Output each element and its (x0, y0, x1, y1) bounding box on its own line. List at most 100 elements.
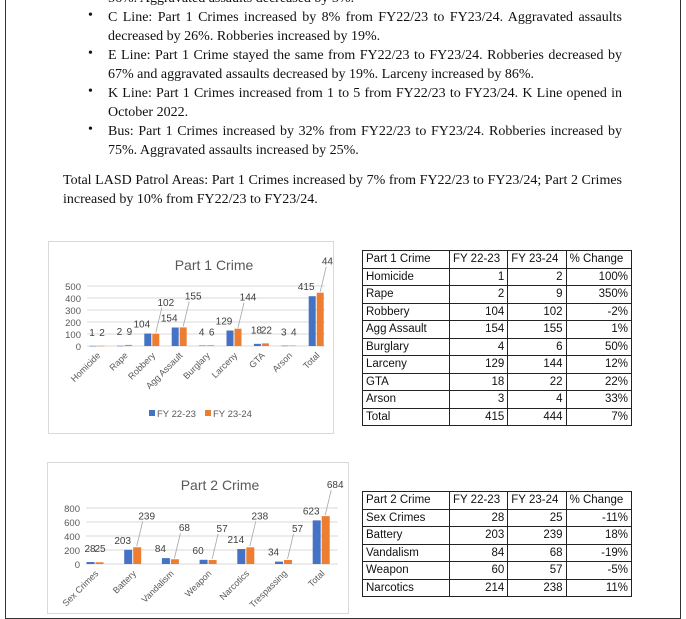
table-cell: 9 (507, 285, 567, 304)
bar-fy-23-24 (208, 560, 217, 564)
table-cell: 12% (565, 355, 633, 374)
table-cell: 28 (448, 508, 509, 527)
table-cell: Battery (362, 526, 450, 545)
bar-fy-22-23 (199, 559, 208, 564)
table-cell: Homicide (362, 267, 450, 286)
table-cell: Larceny (362, 355, 450, 374)
legend-swatch (149, 410, 155, 416)
data-label: 2 (117, 327, 123, 338)
bullet-bus: Bus: Part 1 Crimes increased by 32% from… (108, 124, 622, 158)
table-row: GTA 18 22 22% (362, 372, 633, 391)
table-cell: 104 (448, 302, 509, 321)
header-cell: Part 2 Crime (362, 491, 450, 510)
table-cell: 144 (507, 355, 567, 374)
table-cell: -5% (565, 561, 633, 580)
part2-table: Part 2 Crime FY 22-23 FY 23-24% Change Sex … (362, 491, 633, 597)
bullet-c-line: C Line: Part 1 Crimes increased by 8% fr… (108, 10, 622, 44)
table-cell: 18 (448, 372, 509, 391)
table-row: Rape 2 9 350% (362, 285, 633, 304)
header-cell: FY 23-24 (507, 491, 567, 510)
table-cell: Rape (362, 285, 450, 304)
table-cell: 57 (507, 561, 567, 580)
x-tick-label: Rape (108, 350, 130, 372)
data-label: 22 (261, 325, 273, 336)
table-cell: 4 (448, 337, 509, 356)
data-label: 154 (161, 314, 178, 325)
y-tick-label: 800 (64, 504, 80, 515)
data-label: 57 (217, 524, 229, 535)
bar-fy-22-23 (161, 558, 170, 564)
bar-fy-22-23 (275, 561, 283, 564)
data-label: 9 (127, 327, 133, 338)
clipped-line: 56%. Aggravated assaults decreased by 5%… (108, 0, 622, 8)
bar-fy-23-24 (152, 333, 160, 346)
table-cell: Burglary (362, 337, 450, 356)
table-cell: 22 (507, 372, 567, 391)
table-cell: 444 (507, 407, 567, 426)
data-label: 18 (251, 325, 263, 336)
table-cell: 155 (507, 320, 567, 339)
table-cell: 50% (565, 337, 633, 356)
data-label: 444 (322, 257, 333, 268)
table-cell: 239 (507, 526, 567, 545)
data-label: 3 (281, 328, 287, 339)
data-label: 4 (199, 327, 205, 338)
table-cell: 154 (448, 320, 509, 339)
table-row: Sex Crimes 28 25 -11% (362, 508, 633, 527)
table-cell: 1 (448, 267, 509, 286)
chart-title: Part 1 Crime (175, 257, 254, 273)
legend-swatch (205, 410, 211, 416)
y-tick-label: 600 (64, 518, 80, 529)
bullet-k-line: K Line: Part 1 Crimes increased from 1 t… (108, 86, 622, 120)
table-cell: 3 (448, 390, 509, 409)
bar-fy-23-24 (261, 343, 269, 346)
header-cell: % Change (565, 250, 633, 269)
bar-fy-23-24 (207, 345, 215, 346)
table-cell: 100% (565, 267, 633, 286)
header-cell: FY 22-23 (448, 491, 509, 510)
table-cell: 6 (507, 337, 567, 356)
table-cell: 4 (507, 390, 567, 409)
table-row: Burglary 4 6 50% (362, 337, 633, 356)
table-cell: 102 (507, 302, 567, 321)
part2-chart: Part 2 Crime 0 200 400 600 800 28 25 Sex Crimes 2… (47, 462, 349, 614)
part1-table: Part 1 Crime FY 22-23 FY 23-24% Change Homi… (362, 250, 633, 426)
data-label: 60 (193, 546, 205, 557)
part1-chart: Part 1 Crime 0 100 200 300 400 500 1 2 Homicide 2 9… (48, 241, 339, 434)
y-tick-label: 200 (64, 546, 80, 557)
leader-line (182, 301, 190, 327)
table-cell: 25 (507, 508, 567, 527)
header-cell: % Change (565, 491, 633, 510)
bar-fy-22-23 (171, 327, 179, 346)
bar-fy-22-23 (226, 330, 234, 346)
table-row: Agg Assault 154 155 1% (362, 320, 633, 339)
table-cell: 68 (507, 543, 567, 562)
table-cell: 2 (507, 267, 567, 286)
table-cell: Sex Crimes (362, 508, 450, 527)
table-cell: 350% (565, 285, 633, 304)
leader-line (155, 307, 163, 333)
table-cell: -11% (565, 508, 633, 527)
leader-line (211, 533, 219, 560)
bar-fy-22-23 (89, 345, 97, 347)
table-cell: Narcotics (362, 578, 450, 597)
table-cell: 238 (507, 578, 567, 597)
bullet-icon: • (88, 8, 93, 23)
table-row: Weapon 60 57 -5% (362, 561, 633, 580)
data-label: 1 (89, 328, 95, 339)
table-cell: 1% (565, 320, 633, 339)
table-row: Robbery 104 102 -2% (362, 302, 633, 321)
x-tick-label: GTA (247, 350, 267, 370)
x-tick-label: Battery (111, 568, 139, 596)
table-cell: 2 (448, 285, 509, 304)
table-row: Vandalism 84 68 -19% (362, 543, 633, 562)
table-cell: Arson (362, 390, 450, 409)
data-label: 415 (298, 282, 315, 293)
table-cell: GTA (362, 372, 450, 391)
y-tick-label: 400 (65, 294, 81, 305)
bar-fy-22-23 (312, 520, 321, 564)
data-label: 2 (99, 328, 105, 339)
data-label: 84 (155, 544, 167, 555)
x-tick-label: Total (306, 568, 327, 589)
